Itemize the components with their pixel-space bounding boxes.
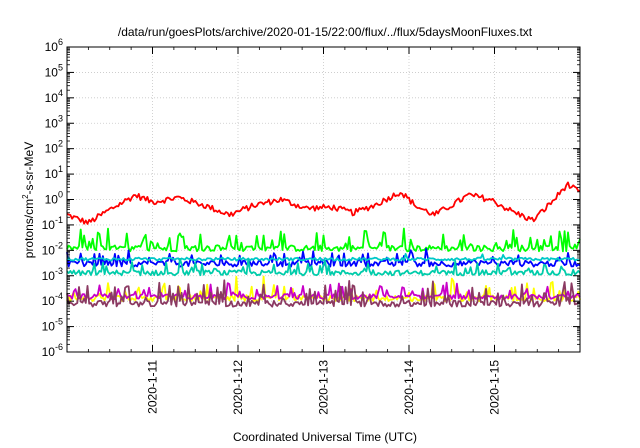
x-tick-label: 2020-1-11: [146, 360, 160, 414]
series-line: [66, 257, 581, 277]
grid: [67, 47, 580, 352]
y-tick-label: 104: [45, 88, 63, 105]
x-tick-label: 2020-1-15: [488, 360, 502, 415]
y-axis-label-post: -s-sr-MeV: [22, 142, 36, 195]
y-axis-label-sup: 2: [21, 194, 30, 199]
y-axis: 10-6 10-5 10-4 10-3 10-2 10-1 100 101 102 103 104 1…: [42, 37, 580, 359]
x-tick-label: 2020-1-12: [231, 360, 245, 415]
y-tick-label: 10-3: [42, 266, 63, 283]
y-axis-label-pre: protons/cm: [22, 199, 36, 258]
series-line: [66, 227, 581, 253]
y-tick-label: 106: [45, 37, 63, 54]
y-tick-label: 10-1: [42, 215, 63, 232]
x-tick-label: 2020-1-14: [402, 360, 416, 415]
x-axis: 2020-1-11 2020-1-12 2020-1-13 2020-1-14 2020…: [87, 47, 560, 415]
y-tick-label: 10-6: [42, 342, 63, 359]
series-line: [66, 181, 581, 225]
y-tick-label: 105: [45, 62, 63, 79]
y-tick-label: 10-5: [42, 317, 63, 334]
y-tick-label: 103: [45, 113, 63, 130]
x-tick-label: 2020-1-13: [317, 360, 331, 415]
y-tick-label: 10-2: [42, 240, 63, 257]
series-group: [66, 181, 581, 308]
series-line: [66, 279, 581, 308]
y-tick-label: 102: [45, 139, 63, 156]
y-tick-label: 100: [45, 190, 63, 207]
x-axis-label: Coordinated Universal Time (UTC): [233, 430, 417, 444]
y-tick-label: 10-4: [42, 291, 63, 308]
chart-title: /data/run/goesPlots/archive/2020-01-15/2…: [118, 25, 533, 39]
y-tick-label: 101: [45, 164, 63, 181]
y-axis-label: protons/cm2-s-sr-MeV: [21, 142, 36, 258]
series-line: [66, 252, 581, 262]
